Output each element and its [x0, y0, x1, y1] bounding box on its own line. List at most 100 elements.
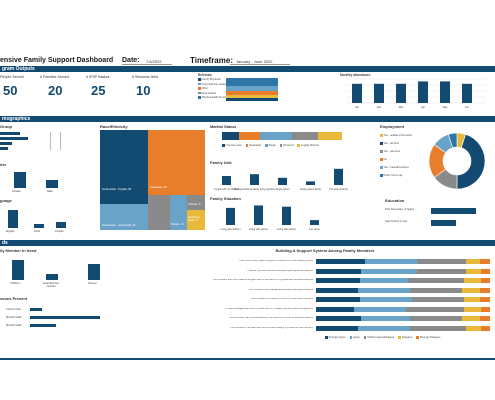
support-segment	[409, 287, 463, 293]
gender-panel: der Female Male	[0, 162, 70, 202]
kpi-label: # IFSP Intakes	[86, 75, 110, 79]
support-segment	[463, 297, 480, 302]
support-statement: I am confident I can manage personal/lif…	[248, 288, 313, 291]
support-row: I feel confident in knowing my role in m…	[175, 296, 495, 304]
monthly-attendance-title: Monthly Attendance	[340, 73, 371, 77]
support-segment	[361, 316, 410, 321]
legend-item: Strongly Disagree	[416, 336, 440, 339]
fm-bar	[88, 264, 100, 280]
referral-item-label: Alberta Health Services	[201, 96, 229, 99]
support-system-title: Building A Support System Among Family M…	[275, 248, 375, 253]
legend-item: Yes - part time	[380, 150, 420, 158]
support-segment	[316, 268, 362, 274]
attendance-bar	[396, 83, 406, 103]
support-statement: I feel confident in knowing my role in m…	[250, 298, 313, 300]
support-stacked-bar	[316, 297, 490, 302]
family-situation-label: Living with partner	[249, 228, 269, 231]
dashboard-title: ensive Family Support Dashboard	[0, 57, 114, 64]
employment-slice	[456, 133, 486, 190]
issues-title: ssues Present	[0, 296, 28, 301]
language-bar-english	[8, 210, 18, 228]
referral-seg	[226, 98, 278, 101]
support-segment	[416, 268, 466, 274]
referral-item-label: Next website	[201, 91, 217, 95]
attendance-month-label: Jan	[355, 105, 360, 109]
referrals-list: Family Physician Current/former patient …	[198, 78, 278, 101]
support-segment	[416, 259, 466, 264]
support-segment	[479, 259, 490, 264]
legend-item: Yes - unable to find work	[380, 134, 420, 142]
support-statement: I believe my loved one can accomplish an…	[247, 269, 313, 272]
needs-title: ds	[2, 240, 8, 246]
support-statement: If I have a disagreement with my loved o…	[224, 307, 313, 310]
treemap-label: Chinese, 5	[188, 203, 201, 206]
treemap-label: Caucasian, 25	[150, 186, 167, 189]
support-statement: I am confident that I can influence a hi…	[212, 279, 313, 281]
support-statement: I am confident I can communicate with my…	[229, 317, 313, 319]
support-row: I believe my loved one can accomplish an…	[175, 268, 495, 276]
family-unit-bar	[334, 168, 343, 185]
legend-item: Neither Agree/Disagree	[363, 336, 394, 339]
support-segment	[408, 278, 464, 283]
support-segment	[316, 259, 365, 264]
support-row: I am confident I can communicate with my…	[175, 315, 495, 323]
fm-bar	[46, 274, 58, 280]
treemap-label: Filipino, 15	[171, 223, 184, 226]
gridline	[50, 132, 51, 150]
support-segment	[463, 278, 482, 283]
family-unit-label: Couple with no children	[214, 188, 240, 191]
legend-item: Separated	[245, 144, 261, 147]
family-member-title: ily Member In Need	[0, 248, 37, 253]
legend-item: Common Law	[222, 144, 242, 147]
treemap-cell: South Asian - not Punjabi, 20	[100, 204, 148, 230]
referrals-stacked-bar	[226, 78, 278, 101]
legend-item: Prefer not to say	[380, 174, 420, 182]
treemap-cell: Chinese, 5	[187, 195, 205, 210]
family-unit-bar	[278, 177, 287, 185]
family-unit-label: Single parent family	[300, 188, 322, 191]
kpi-value: 10	[136, 83, 151, 98]
language-title: guage	[0, 198, 12, 203]
age-group-panel: Group	[0, 124, 70, 164]
monthly-attendance-panel: Monthly Attendance Jan Feb Mar Apr May Jun	[340, 73, 490, 113]
legend-item: Yes - Casual/Contract	[380, 166, 420, 174]
family-unit-bar	[250, 174, 259, 185]
family-unit-label: Multigenerational family living together	[234, 188, 275, 191]
support-segment	[357, 287, 410, 293]
support-stacked-bar	[316, 325, 490, 331]
family-situation-panel: Family Situation Living with children Liv…	[210, 196, 360, 236]
support-row: I can think of many ways to support my l…	[175, 258, 495, 266]
support-row: I am confident I can manage personal/lif…	[175, 287, 495, 295]
legend-item: Disagree	[398, 336, 412, 339]
education-label: Post Secondary or higher	[385, 208, 415, 211]
gridline	[60, 132, 61, 150]
support-segment	[465, 259, 480, 264]
family-unit-panel: Family Unit Couple with no children Multi…	[210, 160, 370, 194]
legend-item: Yes - full time	[380, 142, 420, 150]
fm-label: Extended fam member	[42, 282, 59, 288]
support-system-panel: Building A Support System Among Family M…	[175, 248, 495, 358]
family-situation-bar	[254, 205, 263, 225]
kpi-value: 20	[48, 83, 63, 98]
attendance-month-label: Jun	[465, 105, 470, 109]
treemap-cell	[148, 195, 170, 230]
family-unit-chart: Couple with no childrenMultigenerational…	[214, 168, 349, 191]
race-ethnicity-panel: Race/Ethnicity South Asian - Punjabi, 65…	[100, 124, 205, 236]
support-segment	[316, 325, 358, 331]
referral-item: Current/former patient	[198, 83, 278, 88]
support-segment	[359, 297, 412, 302]
marital-status-panel: Marital Status Common Law Separated Sing…	[210, 124, 370, 160]
support-segment	[316, 278, 360, 283]
issue-label: Mental health	[6, 316, 22, 319]
support-segment	[364, 259, 417, 264]
date-underline	[122, 64, 172, 65]
family-unit-label: Single parent	[275, 188, 289, 191]
fm-label: Child/ren	[10, 282, 21, 285]
support-segment	[411, 297, 464, 302]
treemap-cell: Filipino, 15	[170, 195, 187, 230]
referral-item: Other	[198, 87, 278, 92]
attendance-month-label: Mar	[399, 105, 404, 109]
date-value: 7/4/2022	[146, 59, 162, 64]
race-ethnicity-title: Race/Ethnicity	[100, 124, 128, 129]
marital-status-title: Marital Status	[210, 124, 237, 129]
